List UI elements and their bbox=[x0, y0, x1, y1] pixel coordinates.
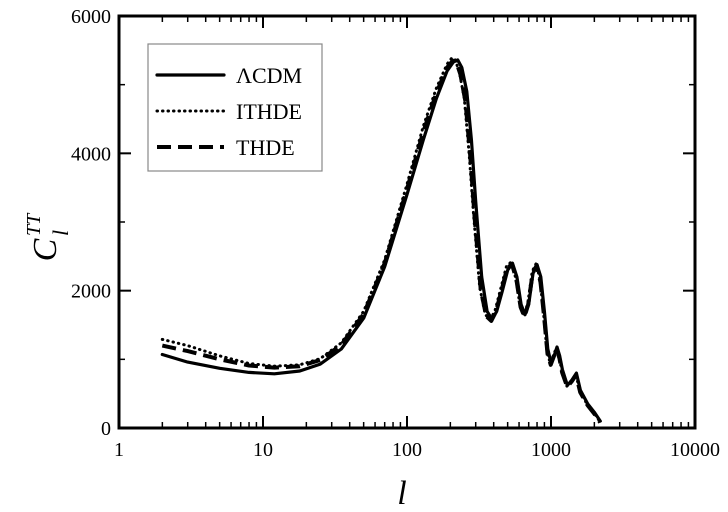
x-tick-label: 1 bbox=[114, 439, 124, 461]
y-axis-label-superscript: TT bbox=[23, 212, 45, 236]
y-axis-label-subscript: l bbox=[48, 230, 73, 236]
x-axis-label: l bbox=[397, 475, 406, 512]
legend-label: THDE bbox=[236, 135, 295, 160]
legend-label: ΛCDM bbox=[236, 63, 302, 88]
x-tick-label: 100 bbox=[392, 439, 422, 461]
legend-box bbox=[147, 43, 323, 172]
y-tick-label: 2000 bbox=[71, 281, 111, 303]
y-tick-label: 4000 bbox=[71, 143, 111, 165]
series-line-dashed bbox=[161, 58, 602, 424]
x-tick-label: 10000 bbox=[670, 439, 720, 461]
legend-items: ΛCDM ITHDE THDE bbox=[155, 63, 302, 160]
y-tick-label: 0 bbox=[101, 418, 111, 440]
x-tick-label: 10 bbox=[253, 439, 273, 461]
legend-label: ITHDE bbox=[236, 99, 302, 124]
y-tick-label: 6000 bbox=[71, 6, 111, 28]
x-tick-label: 1000 bbox=[531, 439, 571, 461]
y-axis-label-base: C bbox=[27, 238, 64, 261]
ticks-layer: 1 10 100 1000 10000 0 2000 4000 6000 bbox=[71, 6, 720, 461]
y-axis-label: C TT l bbox=[23, 212, 73, 261]
legend: ΛCDM ITHDE THDE bbox=[147, 43, 323, 172]
series-layer bbox=[160, 56, 602, 424]
